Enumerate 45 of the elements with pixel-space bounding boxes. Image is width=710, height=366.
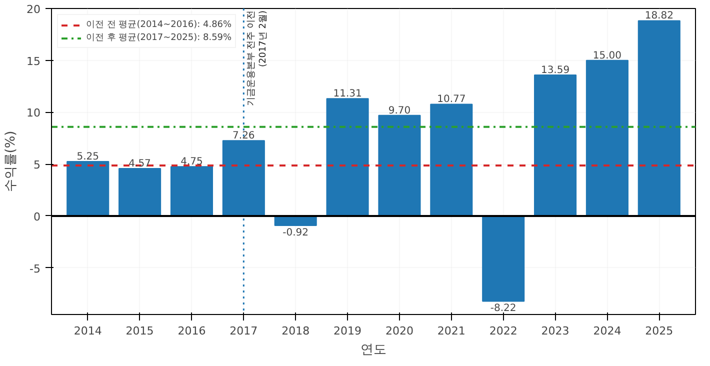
y-tick-label: 0 — [34, 210, 40, 224]
x-tick-label: 2018 — [282, 324, 310, 338]
bar — [534, 74, 577, 216]
bar — [482, 215, 525, 302]
x-tick-label: 2019 — [334, 324, 362, 338]
x-tick-label: 2022 — [489, 324, 518, 338]
legend-label: 이전 후 평균(2017~2025): 8.59% — [86, 32, 232, 44]
data-label: 18.82 — [644, 10, 674, 22]
x-tick-label: 2021 — [437, 324, 466, 338]
bar — [326, 98, 369, 216]
data-label: 7.26 — [232, 130, 255, 142]
y-tick-label: -5 — [30, 262, 40, 276]
bar — [66, 161, 110, 216]
x-tick-label: 2023 — [541, 324, 570, 338]
x-tick-label: 2015 — [126, 324, 154, 338]
bar — [586, 60, 628, 216]
x-tick-label: 2020 — [385, 324, 414, 338]
y-tick-label: 20 — [26, 3, 41, 16]
x-tick-label: 2025 — [645, 324, 674, 338]
y-tick-label: 10 — [26, 106, 41, 120]
y-tick-label: 5 — [34, 158, 40, 172]
data-label: -0.92 — [282, 228, 309, 238]
data-label: 4.57 — [128, 158, 151, 170]
data-label: -8.22 — [490, 303, 516, 314]
bar — [430, 104, 473, 216]
legend-label: 이전 전 평균(2014~2016): 4.86% — [86, 19, 232, 31]
bar — [638, 20, 680, 216]
bar — [118, 168, 162, 216]
x-axis-title: 연도 — [360, 342, 386, 358]
data-label: 9.70 — [388, 105, 411, 116]
bar — [378, 114, 421, 216]
data-label: 15.00 — [592, 50, 622, 62]
bar — [170, 166, 213, 216]
data-label: 5.25 — [76, 152, 99, 162]
data-label: 4.75 — [180, 156, 203, 168]
y-axis-title: 수익률(%) — [4, 130, 19, 192]
data-label: 13.59 — [540, 64, 570, 76]
x-tick-label: 2016 — [178, 324, 206, 338]
y-tick-label: 15 — [26, 54, 41, 68]
ref-line-label: 기금운용본부 전주 이전 (2017년 2월) — [246, 10, 269, 106]
data-label: 10.77 — [437, 94, 466, 106]
data-label: 11.31 — [333, 88, 362, 100]
x-tick-label: 2024 — [593, 324, 622, 338]
x-tick-label: 2014 — [74, 324, 102, 338]
x-tick-label: 2017 — [230, 324, 258, 338]
